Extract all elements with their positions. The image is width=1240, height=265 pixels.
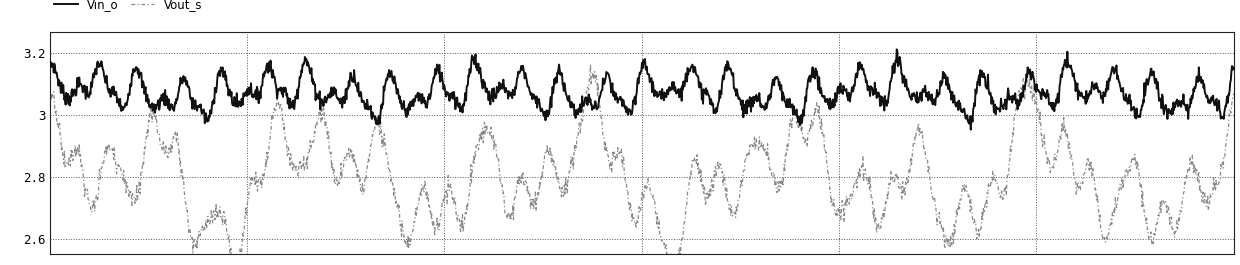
Legend: Vin_o, Vout_s: Vin_o, Vout_s [55,0,202,11]
